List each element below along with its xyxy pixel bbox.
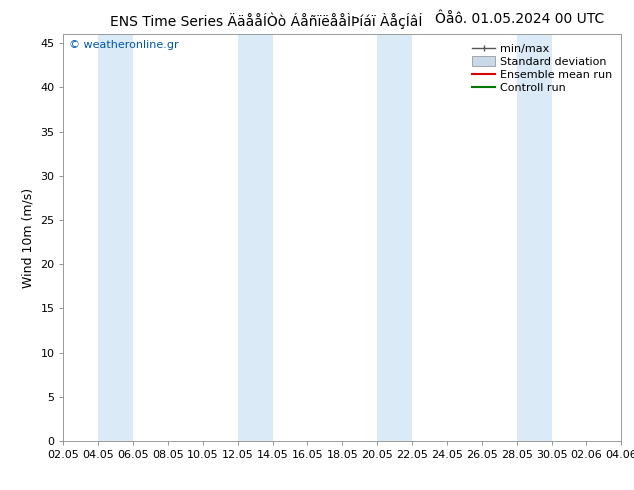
Y-axis label: Wind 10m (m/s): Wind 10m (m/s) <box>22 188 35 288</box>
Bar <box>238 34 273 441</box>
Bar <box>517 34 552 441</box>
Bar <box>377 34 412 441</box>
Bar <box>98 34 133 441</box>
Text: ENS Time Series ÄäååÍÒò ÁåñïëååÌÞíáï ÀåçÍâÍ: ENS Time Series ÄäååÍÒò ÁåñïëååÌÞíáï Àåç… <box>110 12 422 29</box>
Text: © weatheronline.gr: © weatheronline.gr <box>69 40 179 50</box>
Legend: min/max, Standard deviation, Ensemble mean run, Controll run: min/max, Standard deviation, Ensemble me… <box>469 40 616 97</box>
Text: Ôåô. 01.05.2024 00 UTC: Ôåô. 01.05.2024 00 UTC <box>436 12 604 26</box>
